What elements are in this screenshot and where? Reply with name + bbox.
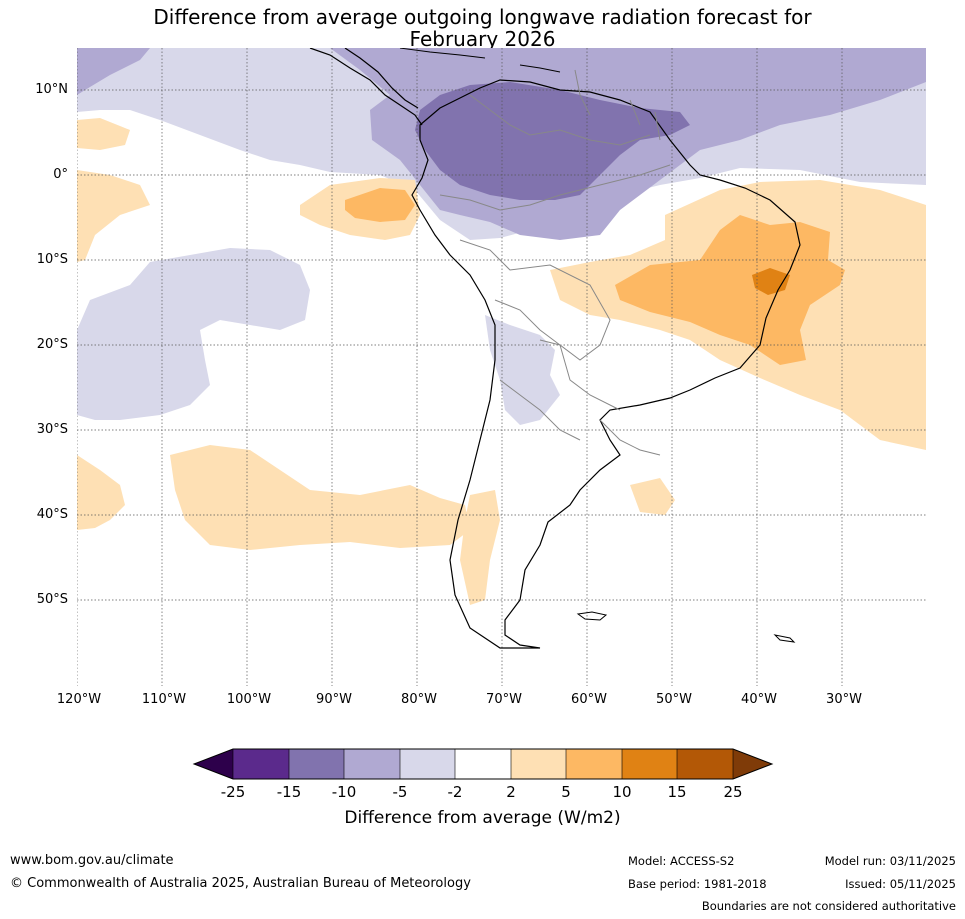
lon-label-50w: 50°W: [656, 692, 692, 707]
anomaly-region-light-purple-southpacific: [77, 248, 310, 420]
central-america-coastline: [309, 48, 423, 126]
lat-label-10n: 10°N: [35, 82, 68, 97]
country-borders: [439, 69, 671, 456]
lat-label-10s: 10°S: [36, 252, 68, 267]
colorbar-tick-m2: -2: [447, 783, 463, 801]
colorbar-tick-5: 5: [561, 783, 571, 801]
lat-label-0: 0°: [53, 167, 68, 182]
colorbar-tick-10: 10: [612, 783, 632, 801]
lon-label-60w: 60°W: [571, 692, 607, 707]
lon-label-90w: 90°W: [316, 692, 352, 707]
graticule: [77, 48, 926, 686]
lon-label-80w: 80°W: [401, 692, 437, 707]
colorbar-tick-15: 15: [667, 783, 687, 801]
anomaly-region-orange-brazil: [615, 215, 845, 365]
issued-date: Issued: 05/11/2025: [845, 877, 956, 891]
boundaries-disclaimer: Boundaries are not considered authoritat…: [701, 899, 956, 913]
colorbar-tick-2: 2: [506, 783, 516, 801]
lat-label-50s: 50°S: [36, 592, 68, 607]
anomaly-region-orange-ecuador: [345, 188, 415, 222]
lon-label-110w: 110°W: [141, 692, 187, 707]
map-title-line-1: Difference from average outgoing longwav…: [153, 5, 812, 29]
model-run-date: Model run: 03/11/2025: [824, 854, 956, 868]
caribbean-coastline: [399, 48, 561, 73]
anomaly-region-dark-purple-core: [415, 82, 690, 200]
anomaly-region-purple-north: [77, 48, 150, 95]
lon-label-100w: 100°W: [226, 692, 272, 707]
anomaly-region-light-orange-westpacific: [77, 170, 150, 262]
lon-label-30w: 30°W: [826, 692, 862, 707]
lon-label-70w: 70°W: [486, 692, 522, 707]
lon-label-120w: 120°W: [56, 692, 102, 707]
lat-label-40s: 40°S: [36, 507, 68, 522]
south-america-coastline: [411, 79, 801, 649]
anomaly-region-light-purple-andes: [485, 315, 560, 425]
colorbar-tick-m15: -15: [276, 783, 302, 801]
colorbar-tick-m10: -10: [331, 783, 357, 801]
website-link[interactable]: www.bom.gov.au/climate: [10, 853, 174, 868]
lon-label-40w: 40°W: [741, 692, 777, 707]
base-period: Base period: 1981-2018: [628, 877, 767, 891]
anomaly-region-light-orange-farwest: [77, 455, 125, 530]
colorbar-title: Difference from average (W/m2): [344, 808, 621, 828]
anomaly-region-light-orange-southpacific: [170, 445, 470, 550]
lat-label-30s: 30°S: [36, 422, 68, 437]
map-title-line-2: February 2026: [409, 27, 556, 51]
anomaly-region-light-orange-patagonia: [460, 490, 500, 605]
anomaly-region-light-orange-tropic: [77, 118, 130, 150]
lat-label-20s: 20°S: [36, 337, 68, 352]
copyright-text: © Commonwealth of Australia 2025, Austra…: [10, 876, 471, 891]
colorbar-tick-m25: -25: [220, 783, 246, 801]
colorbar-tick-m5: -5: [392, 783, 408, 801]
falkland-islands: [576, 611, 608, 621]
anomaly-region-light-orange-south-atlantic: [630, 478, 675, 515]
south-georgia: [773, 634, 796, 643]
model-name: Model: ACCESS-S2: [628, 854, 735, 868]
colorbar-tick-25: 25: [723, 783, 743, 801]
anomaly-region-dark-orange-brazil: [752, 268, 790, 295]
